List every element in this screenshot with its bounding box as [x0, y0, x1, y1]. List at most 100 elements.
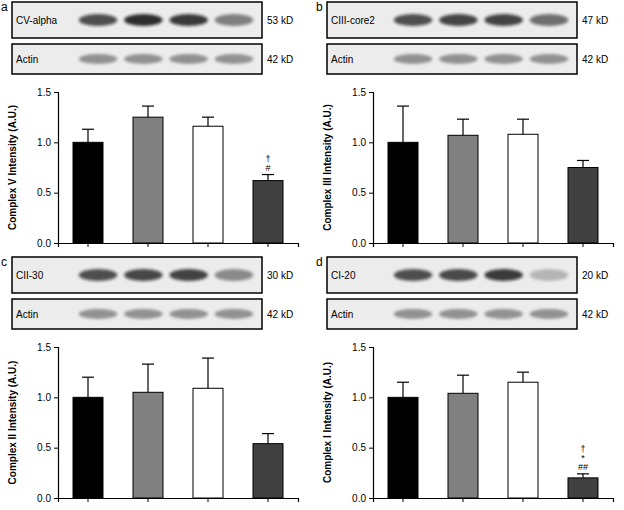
tick-label: 1.0 — [352, 392, 366, 403]
error-bar — [207, 358, 208, 388]
tick-mark — [403, 498, 404, 502]
blot-frame — [12, 44, 262, 74]
error-bar — [582, 160, 583, 167]
bar — [568, 168, 598, 244]
size-label: 30 kD — [267, 270, 293, 281]
blot: CV-alphaActin53 kD42 kD — [12, 2, 293, 74]
size-label: 20 kD — [582, 270, 608, 281]
blot-label: CI-20 — [331, 270, 356, 281]
figure: aCV-alphaActin53 kD42 kD0.00.51.01.5Comp… — [0, 0, 624, 510]
panel: dCI-20Actin20 kD42 kD0.00.51.01.5Complex… — [316, 255, 614, 504]
tick-mark — [369, 142, 373, 143]
tick: 1.5 — [37, 342, 58, 353]
loading-band — [124, 309, 163, 319]
tick-label: 0.5 — [352, 187, 366, 198]
size-label: 47 kD — [582, 15, 608, 26]
tick-mark — [463, 243, 464, 247]
axis-line — [374, 499, 614, 503]
tick-label: 1.0 — [37, 392, 51, 403]
plot-marks — [73, 106, 283, 243]
band — [215, 14, 254, 26]
tick-label: 0.5 — [37, 187, 51, 198]
panel-label: d — [316, 255, 323, 269]
axis-line — [369, 348, 374, 499]
tick-mark — [369, 243, 373, 244]
loading-band — [439, 309, 478, 319]
y-axis-title: Complex III Intensity (A.U.) — [322, 104, 333, 231]
axis-line — [59, 244, 299, 248]
size-label: 53 kD — [267, 15, 293, 26]
bar — [73, 142, 103, 243]
tick-mark — [369, 92, 373, 93]
plot-marks — [73, 358, 283, 498]
error-cap — [202, 357, 214, 358]
tick-label: 1.5 — [37, 342, 51, 353]
tick-label: 0.0 — [352, 493, 366, 504]
bar — [133, 117, 163, 243]
band — [79, 269, 118, 281]
tick — [148, 243, 149, 247]
axis-line — [54, 348, 59, 499]
tick-label: 1.0 — [352, 137, 366, 148]
loading-band — [169, 54, 208, 64]
error-cap — [457, 375, 469, 376]
error-cap — [142, 364, 154, 365]
error-cap — [202, 117, 214, 118]
bar — [193, 388, 223, 498]
y-axis: 0.00.51.01.5 — [352, 342, 373, 504]
tick: 1.0 — [352, 137, 373, 148]
tick — [88, 243, 89, 247]
plot-marks — [388, 106, 598, 243]
error-cap — [82, 377, 94, 378]
tick-mark — [54, 347, 58, 348]
tick-mark — [369, 347, 373, 348]
band — [439, 269, 478, 281]
tick: 1.0 — [352, 392, 373, 403]
panel-label: b — [316, 0, 323, 14]
tick-label: 0.5 — [352, 442, 366, 453]
y-axis: 0.00.51.01.5 — [37, 87, 58, 249]
blot-frame — [327, 44, 577, 74]
x-axis — [59, 243, 299, 247]
tick — [148, 498, 149, 502]
axis-line — [59, 499, 299, 503]
blot-frame — [327, 257, 577, 293]
band — [394, 14, 433, 26]
error-cap — [82, 129, 94, 130]
blot-label: Actin — [331, 309, 353, 320]
loading-band — [169, 309, 208, 319]
bar — [388, 142, 418, 243]
size-label: 42 kD — [267, 54, 293, 65]
tick: 0.0 — [37, 238, 58, 249]
blot: CII-30Actin30 kD42 kD — [12, 257, 293, 329]
tick-mark — [369, 397, 373, 398]
axis-line — [54, 93, 59, 244]
blot-frame — [12, 257, 262, 293]
bar — [448, 393, 478, 498]
tick-mark — [583, 243, 584, 247]
x-axis — [374, 498, 614, 502]
x-axis — [59, 498, 299, 502]
loading-band — [79, 309, 118, 319]
loading-band — [79, 54, 118, 64]
error-cap — [457, 119, 469, 120]
error-cap — [577, 160, 589, 161]
tick-mark — [463, 498, 464, 502]
tick — [268, 243, 269, 247]
tick-mark — [54, 142, 58, 143]
tick: 0.0 — [37, 493, 58, 504]
tick: 1.0 — [37, 392, 58, 403]
tick — [403, 498, 404, 502]
blot-frame — [12, 299, 262, 329]
tick — [523, 498, 524, 502]
error-cap — [262, 174, 274, 175]
significance-mark: # — [265, 163, 270, 173]
error-bar — [267, 434, 268, 444]
loading-band — [215, 309, 254, 319]
tick-mark — [268, 243, 269, 247]
error-bar — [582, 474, 583, 478]
tick-mark — [523, 498, 524, 502]
blot-label: CV-alpha — [16, 15, 58, 26]
loading-band — [215, 54, 254, 64]
tick-mark — [54, 397, 58, 398]
